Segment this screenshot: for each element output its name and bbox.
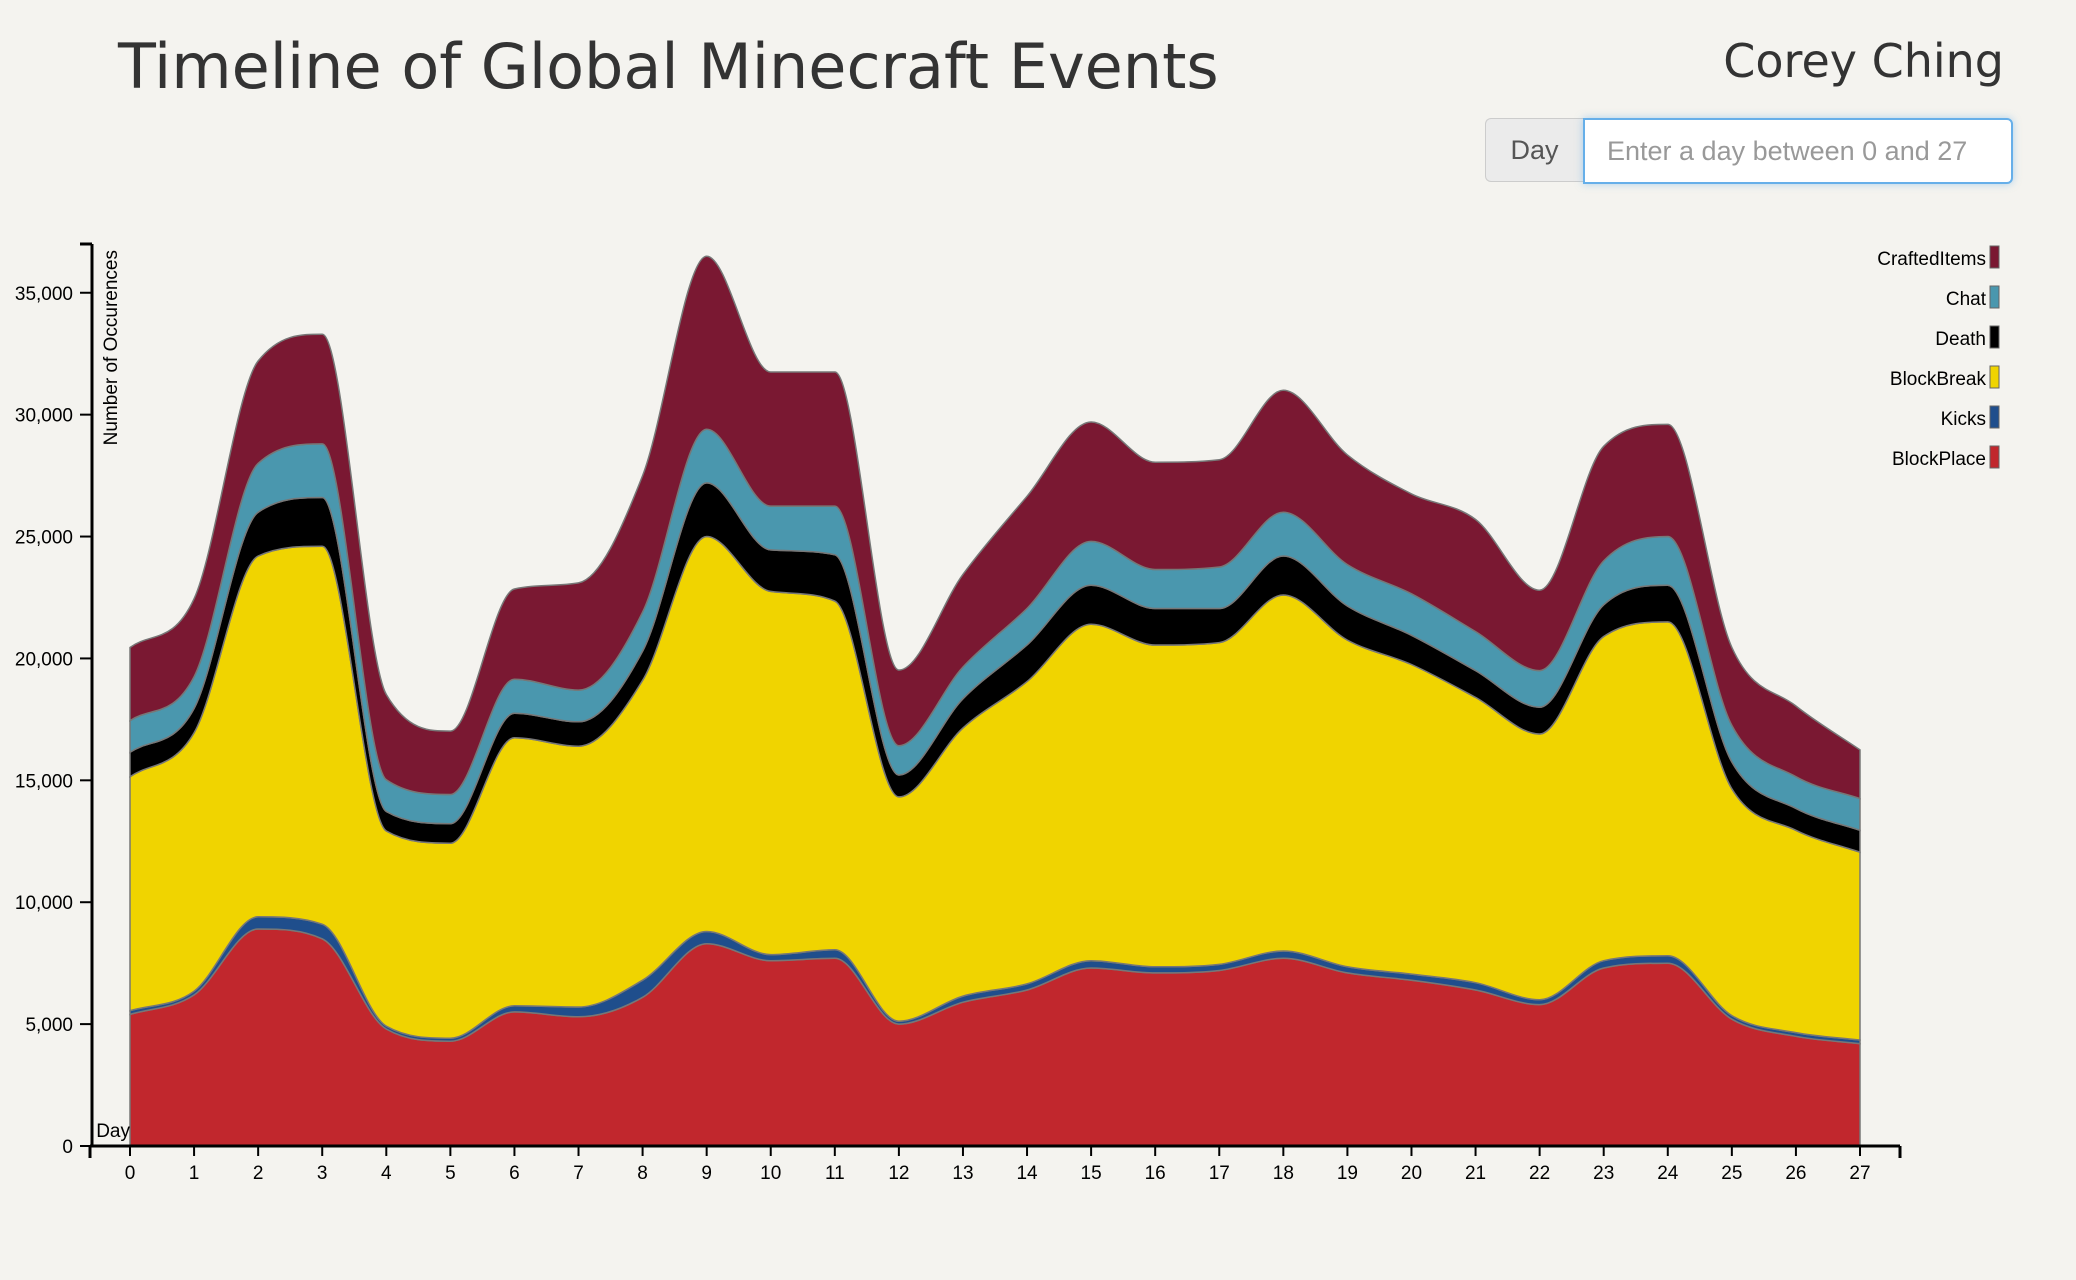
legend-label-kicks: Kicks bbox=[1941, 409, 1986, 430]
legend-label-blockbreak: BlockBreak bbox=[1890, 369, 1987, 390]
y-tick-label: 0 bbox=[62, 1137, 73, 1158]
chart-axes: 0 1 2 3 4 5 6 7 8 9 10 11 12 13 14 15 16 17 18 19 20 21 22 23 24… bbox=[15, 242, 1902, 1184]
x-tick-label: 12 bbox=[888, 1163, 909, 1184]
area-crafteditems bbox=[129, 255, 1861, 800]
legend-swatch-kicks bbox=[1989, 405, 2000, 429]
x-tick-label: 11 bbox=[825, 1163, 845, 1184]
legend-label-chat: Chat bbox=[1946, 289, 1987, 310]
day-input[interactable] bbox=[1583, 118, 2013, 184]
day-input-group: Day bbox=[1485, 118, 2013, 184]
legend-swatch-blockbreak bbox=[1989, 365, 2000, 389]
x-tick-label: 0 bbox=[125, 1163, 136, 1184]
legend-swatch-blockplace bbox=[1989, 445, 2000, 469]
x-tick-label: 17 bbox=[1209, 1163, 1230, 1184]
legend-swatch-crafteditems bbox=[1989, 245, 2000, 269]
legend-label-blockplace: BlockPlace bbox=[1892, 449, 1986, 470]
chart-areas bbox=[129, 255, 1861, 1147]
legend-label-death: Death bbox=[1935, 329, 1986, 350]
x-tick-label: 13 bbox=[952, 1163, 973, 1184]
author-name: Corey Ching bbox=[1723, 34, 2004, 88]
y-tick-label: 10,000 bbox=[15, 893, 73, 914]
x-tick-label: 16 bbox=[1145, 1163, 1166, 1184]
x-tick-label: 26 bbox=[1785, 1163, 1806, 1184]
x-tick-label: 1 bbox=[189, 1163, 200, 1184]
x-tick-label: 22 bbox=[1529, 1163, 1550, 1184]
x-tick-label: 23 bbox=[1593, 1163, 1614, 1184]
x-tick-label: 6 bbox=[509, 1163, 520, 1184]
legend-label-crafteditems: CraftedItems bbox=[1877, 249, 1986, 270]
x-tick-label: 2 bbox=[253, 1163, 264, 1184]
y-tick-label: 20,000 bbox=[15, 649, 73, 670]
legend-swatch-death bbox=[1989, 325, 2000, 349]
page-title: Timeline of Global Minecraft Events bbox=[118, 30, 1219, 103]
x-tick-label: 18 bbox=[1273, 1163, 1294, 1184]
x-tick-label: 4 bbox=[381, 1163, 392, 1184]
x-tick-label: 10 bbox=[760, 1163, 781, 1184]
y-tick-label: 30,000 bbox=[15, 406, 73, 427]
x-tick-label: 21 bbox=[1465, 1163, 1486, 1184]
x-tick-label: 25 bbox=[1721, 1163, 1742, 1184]
x-tick-label: 3 bbox=[317, 1163, 328, 1184]
x-tick-label: 8 bbox=[637, 1163, 648, 1184]
y-axis-label: Number of Occurences bbox=[101, 250, 122, 445]
chart-legend: CraftedItems Chat Death BlockBreak Kicks Bloc… bbox=[1877, 245, 2000, 470]
y-tick-label: 15,000 bbox=[15, 771, 73, 792]
x-tick-label: 15 bbox=[1081, 1163, 1102, 1184]
x-tick-label: 5 bbox=[445, 1163, 456, 1184]
x-tick-label: 7 bbox=[573, 1163, 584, 1184]
y-tick-label: 25,000 bbox=[15, 528, 73, 549]
legend-swatch-chat bbox=[1989, 285, 2000, 309]
y-tick-label: 5,000 bbox=[25, 1015, 73, 1036]
x-tick-label: 19 bbox=[1337, 1163, 1358, 1184]
x-tick-label: 9 bbox=[701, 1163, 712, 1184]
x-axis-label: Day bbox=[96, 1121, 130, 1142]
day-input-label: Day bbox=[1485, 118, 1583, 182]
x-tick-label: 20 bbox=[1401, 1163, 1422, 1184]
x-tick-label: 14 bbox=[1016, 1163, 1038, 1184]
x-tick-label: 24 bbox=[1657, 1163, 1679, 1184]
x-tick-label: 27 bbox=[1849, 1163, 1870, 1184]
y-tick-label: 35,000 bbox=[15, 284, 73, 305]
